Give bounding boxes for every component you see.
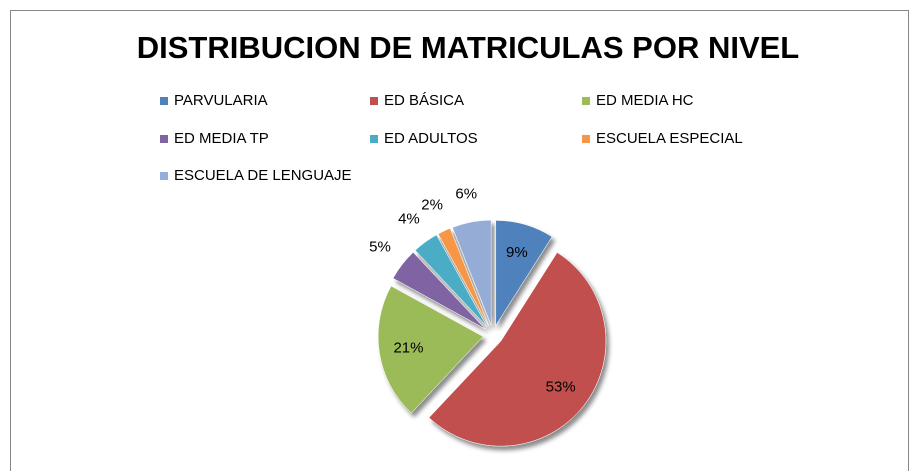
legend-label: ED MEDIA HC [596, 92, 694, 109]
data-label: 6% [455, 186, 477, 203]
legend-swatch [160, 135, 168, 143]
legend-label: ESCUELA DE LENGUAJE [174, 167, 352, 184]
legend-swatch [582, 97, 590, 105]
legend-swatch [370, 135, 378, 143]
legend-label: ESCUELA ESPECIAL [596, 130, 743, 147]
chart-title: DISTRIBUCION DE MATRICULAS POR NIVEL [137, 30, 800, 65]
legend-label: ED BÁSICA [384, 92, 464, 109]
pie-slice [452, 219, 492, 326]
pie [377, 219, 607, 447]
pie-slice [414, 234, 488, 328]
pie-slice [428, 252, 607, 447]
data-label: 4% [398, 210, 420, 227]
pie-slice [377, 285, 484, 414]
data-label: 5% [369, 238, 391, 255]
legend-label: ED ADULTOS [384, 130, 478, 147]
data-label: 21% [393, 339, 423, 356]
pie-slice [495, 220, 553, 327]
legend-swatch [370, 97, 378, 105]
legend-label: ED MEDIA TP [174, 130, 269, 147]
pie-slice [392, 251, 486, 330]
data-label: 2% [421, 197, 443, 214]
legend-label: PARVULARIA [174, 92, 268, 109]
legend-swatch [160, 172, 168, 180]
data-label: 9% [506, 244, 528, 261]
pie-slice [437, 228, 489, 327]
legend-swatch [160, 97, 168, 105]
legend-swatch [582, 135, 590, 143]
data-label: 53% [546, 378, 576, 395]
